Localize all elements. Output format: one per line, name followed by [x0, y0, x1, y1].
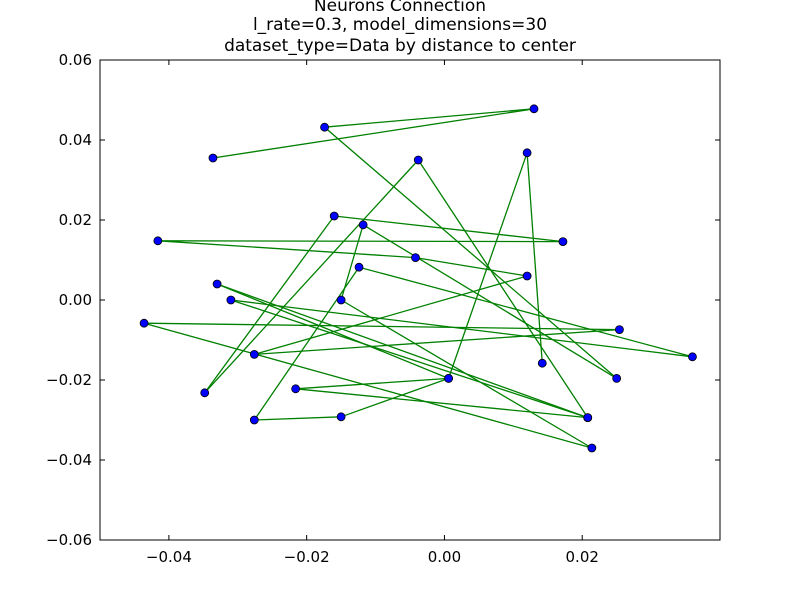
neuron-point: [358, 220, 368, 230]
connection-segment: [295, 388, 588, 419]
neuron-point: [558, 237, 568, 247]
neuron-point: [411, 253, 420, 263]
connection-segment: [212, 108, 535, 159]
neuron-point: [226, 295, 236, 305]
x-tick-label: 0.02: [566, 548, 599, 566]
connection-segment: [362, 224, 618, 379]
connection-segment: [526, 152, 543, 364]
neuron-point: [354, 262, 364, 272]
y-tick-label: −0.04: [46, 451, 92, 469]
x-tick-label: 0.00: [428, 548, 461, 566]
connection-segment: [358, 266, 693, 358]
neuron-point: [529, 104, 539, 114]
neuron-point: [612, 373, 622, 383]
neuron-point: [212, 279, 222, 289]
connection-segment: [254, 275, 528, 356]
chart-title-line-2: l_rate=0.3, model_dimensions=30: [252, 15, 548, 35]
connection-segment: [415, 256, 528, 277]
connection-segment: [324, 108, 535, 128]
connection-segment: [143, 322, 593, 449]
connection-segment: [230, 299, 693, 358]
neuron-point: [537, 358, 547, 368]
connection-segment: [334, 215, 564, 243]
neuron-point: [413, 155, 423, 165]
neuron-point: [139, 318, 149, 328]
neuron-point: [583, 413, 593, 423]
neuron-point: [200, 388, 210, 398]
connection-segment: [324, 126, 618, 379]
neuron-point: [329, 211, 339, 221]
connection-segment: [204, 159, 419, 394]
neuron-point: [336, 295, 346, 305]
neuron-point: [208, 153, 218, 163]
connection-segment: [417, 159, 589, 418]
x-axis: −0.04 −0.02 0.00 0.02: [146, 60, 599, 566]
connection-segment: [157, 240, 563, 243]
x-tick-label: −0.04: [146, 548, 192, 566]
chart-title-line-1: Neurons Connection: [313, 0, 487, 16]
y-tick-label: −0.06: [46, 531, 92, 549]
connection-segment: [254, 416, 342, 421]
neuron-point: [291, 384, 301, 394]
connection-segment: [254, 328, 620, 356]
connection-segment: [447, 152, 528, 379]
chart-title-line-3: dataset_type=Data by distance to center: [224, 36, 576, 56]
connection-segment: [295, 377, 449, 390]
neuron-point: [320, 122, 329, 132]
neuron-point: [336, 412, 346, 422]
neuron-point: [444, 373, 453, 383]
neuron-point: [615, 325, 624, 335]
neuron-point: [249, 349, 259, 359]
connection-segment: [216, 283, 588, 419]
neuron-point: [522, 148, 532, 158]
y-tick-label: 0.00: [59, 291, 92, 309]
neuron-point: [249, 415, 259, 425]
y-tick-label: 0.02: [59, 211, 92, 229]
neuron-point: [153, 236, 163, 246]
plot-area: [100, 60, 720, 540]
y-axis: 0.06 0.04 0.02 0.00 −0.02 −0.04 −0.06: [46, 51, 720, 549]
series-lines: [143, 108, 693, 449]
connection-segment: [340, 377, 449, 418]
connection-segment: [216, 283, 449, 380]
connection-segment: [253, 266, 360, 421]
connection-segment: [157, 240, 416, 259]
series-markers: [139, 104, 697, 453]
y-tick-label: 0.06: [59, 51, 92, 69]
x-tick-label: −0.02: [284, 548, 330, 566]
neuron-point: [688, 352, 697, 362]
neuron-point: [522, 271, 532, 281]
y-tick-label: −0.02: [46, 371, 92, 389]
neuron-point: [587, 443, 597, 453]
y-tick-label: 0.04: [59, 131, 92, 149]
connection-segment: [230, 299, 588, 419]
